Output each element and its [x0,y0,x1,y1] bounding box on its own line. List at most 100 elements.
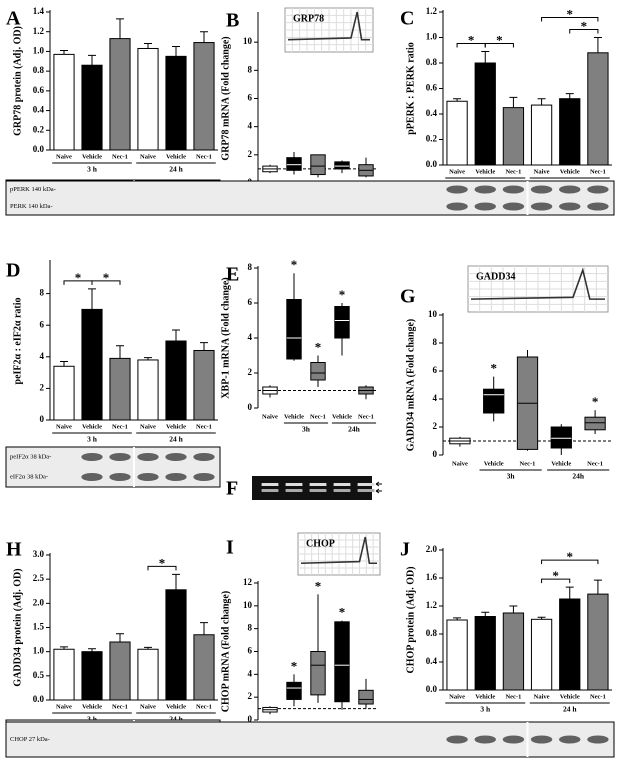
box [334,306,350,339]
blot-frame [5,446,221,488]
bar [109,38,131,151]
y-tick-label: 1.5 [33,622,45,632]
y-tick-label: 1.4 [33,6,45,16]
group-label: 24 h [169,435,183,444]
y-tick-label: 0 [433,449,438,459]
significance-star: * [291,658,298,673]
bar [165,589,187,701]
y-tick-label: 0.4 [426,656,438,666]
y-tick-label: 0.8 [426,628,438,638]
blot-band [530,735,553,744]
box [334,621,350,703]
blot-band [81,473,103,481]
x-tick-label: Naive [452,460,468,467]
x-tick-label: Nec-1 [358,413,374,420]
error-bar [88,648,96,652]
bar [502,107,525,166]
error-bar [116,345,124,359]
y-tick-label: 6 [248,297,253,307]
bar [446,619,468,691]
blot-band [165,453,187,461]
bar [165,55,187,151]
significance-star: * [490,361,497,376]
y-tick-label: 0.6 [33,85,45,95]
blot-band [81,453,103,461]
y-tick-label: 0.5 [33,670,45,680]
gel-band [285,489,303,492]
group-label: 3 h [87,435,98,444]
gel-band [285,483,303,486]
box [310,154,326,176]
panel-letter: J [400,539,410,561]
bar [53,365,75,421]
y-tick-label: 8 [248,623,253,633]
y-tick-label: 4 [40,351,45,361]
y-tick-label: 1.0 [33,45,45,55]
gel-band [309,489,327,492]
error-bar [172,46,180,57]
error-bar [453,98,462,102]
significance-star: * [592,394,599,409]
error-bar [60,361,68,367]
bar [193,634,215,701]
bar [587,52,609,166]
bar [559,598,581,691]
x-tick-label: Nec-1 [505,693,521,700]
inset-curve [470,267,605,300]
x-tick-label: Vehicle [284,413,304,420]
y-tick-label: 4 [248,332,253,342]
x-tick-label: Naive [534,168,550,175]
gel-band [357,489,375,492]
x-tick-label: Nec-1 [505,168,521,175]
y-tick-label: 0 [40,414,45,424]
inset-label: CHOP [306,538,335,549]
blot-band [559,735,581,744]
significance-star: * [552,568,559,583]
y-tick-label: 2 [433,421,438,431]
gel-band [357,483,375,486]
significance-bracket [91,280,121,285]
y-tick-label: 0.0 [426,684,438,694]
blot-band [193,453,215,461]
y-tick-label: 2 [248,149,253,159]
y-tick-label: 2 [40,382,45,392]
x-tick-label: Vehicle [560,693,580,700]
x-tick-label: Vehicle [82,703,102,710]
error-bar [565,93,574,99]
group-label: 3h [302,425,311,434]
bar [109,357,131,421]
blot-band [137,453,159,461]
y-tick-label: 0 [248,714,253,724]
y-axis-label: GADD34 mRNA (Fold change) [405,319,416,452]
error-bar [144,357,152,360]
box [310,362,326,381]
inset-curve [287,11,370,41]
blot-label: peIF2α 38 kDa- [10,453,51,460]
x-tick-label: Naive [56,423,72,430]
box [483,388,505,414]
blot-label: eIF2α 38 kDa- [10,473,48,480]
y-tick-label: 0.0 [33,694,45,704]
y-tick-label: 4 [248,668,253,678]
blot-band [109,453,131,461]
significance-star: * [496,33,503,48]
y-tick-label: 6 [248,93,253,103]
y-tick-label: 0.0 [426,159,438,169]
blot-band [502,202,525,211]
inset-label: GRP78 [293,13,324,24]
error-bar [481,611,490,617]
panel-letter: G [400,286,416,308]
blot-band [587,735,609,744]
blot-band [530,202,553,211]
y-tick-label: 0.2 [33,124,45,134]
x-tick-label: Nec-1 [520,460,536,467]
error-bar [88,54,96,66]
y-axis-label: pPERK : PERK ratio [405,42,416,135]
error-bar [509,96,518,108]
error-bar [481,51,490,63]
panel-letter: E [226,264,239,286]
y-tick-label: 4 [248,121,253,131]
